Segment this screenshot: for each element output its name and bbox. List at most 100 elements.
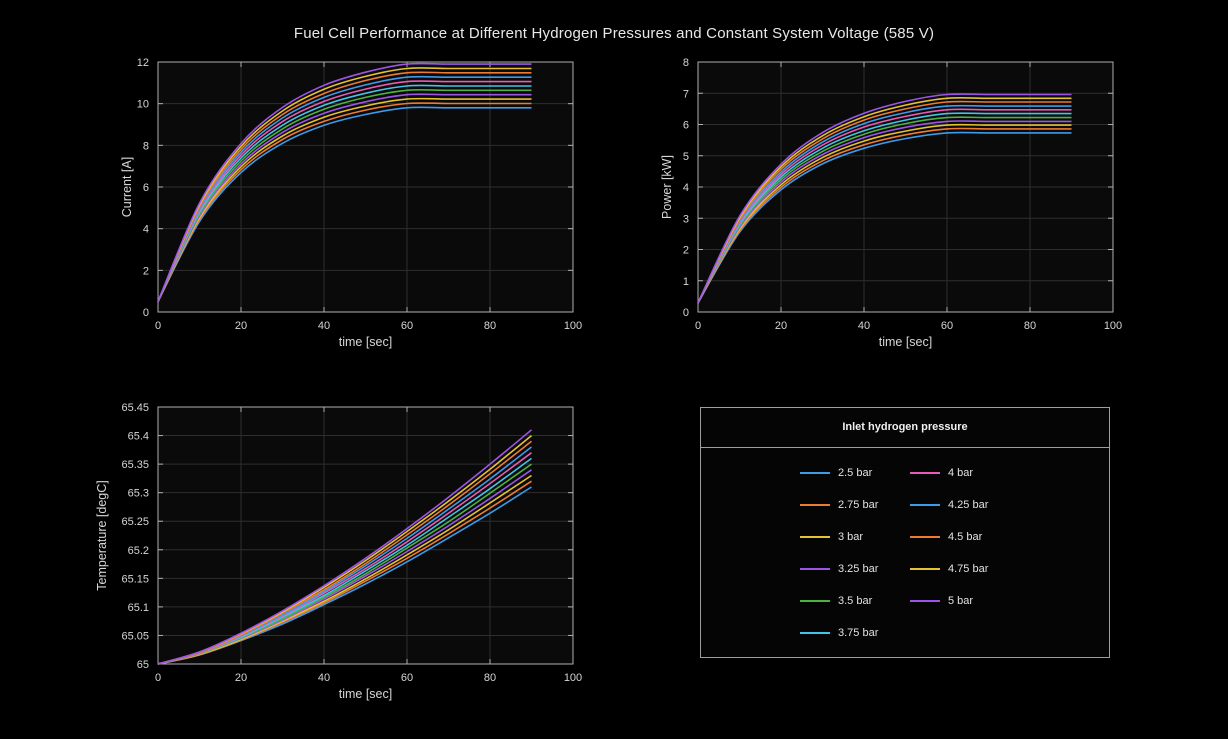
legend-item-label: 3.75 bar [838, 627, 879, 639]
plot-area [158, 407, 573, 664]
series-line-4-25-bar [697, 104, 1072, 304]
legend-line-swatch [910, 536, 940, 538]
x-tick-label: 40 [318, 320, 330, 332]
legend-item: 2.75 bar [800, 489, 900, 521]
legend-line-swatch [800, 472, 830, 474]
y-tick-label: 6 [143, 182, 149, 194]
series-line-3-75-bar [157, 84, 532, 302]
series-line-5-bar [157, 62, 532, 302]
x-tick-label: 80 [484, 320, 496, 332]
y-tick-label: 2 [683, 245, 689, 257]
y-axis-label: Temperature [degC] [95, 480, 109, 590]
x-axis-label: time [sec] [879, 335, 933, 349]
legend-line-swatch [910, 504, 940, 506]
y-tick-label: 65.15 [121, 573, 149, 585]
series-line-3-5-bar [697, 116, 1072, 304]
legend-item: 3 bar [800, 521, 900, 553]
series-line-4-75-bar [157, 67, 532, 302]
legend-item-label: 2.5 bar [838, 467, 873, 479]
x-tick-label: 20 [235, 320, 247, 332]
y-tick-label: 65.45 [121, 402, 149, 414]
legend-item-label: 4.25 bar [948, 499, 989, 511]
legend-item: 4 bar [910, 457, 1010, 489]
tick-marks [157, 406, 574, 665]
series-line-4-bar [157, 80, 532, 302]
series-line-3-bar [157, 97, 532, 302]
y-tick-label: 65.2 [128, 545, 149, 557]
x-tick-label: 80 [1024, 320, 1036, 332]
x-tick-label: 100 [564, 320, 582, 332]
legend-item-label: 4.5 bar [948, 531, 983, 543]
series-line-2-75-bar [697, 127, 1072, 304]
legend-item: 4.75 bar [910, 553, 1010, 585]
x-tick-label: 40 [318, 672, 330, 684]
x-tick-label: 100 [564, 672, 582, 684]
series-line-5-bar [697, 93, 1072, 304]
legend-line-swatch [910, 472, 940, 474]
x-tick-label: 0 [155, 672, 161, 684]
y-tick-label: 8 [143, 140, 149, 152]
y-tick-label: 0 [683, 307, 689, 319]
series-line-3-75-bar [697, 112, 1072, 304]
y-tick-label: 3 [683, 213, 689, 225]
legend-item-label: 3 bar [838, 531, 864, 543]
series-line-2-5-bar [697, 131, 1072, 304]
y-tick-label: 65.25 [121, 516, 149, 528]
legend-item-label: 3.5 bar [838, 595, 873, 607]
x-tick-label: 60 [941, 320, 953, 332]
series-line-3-25-bar [157, 93, 532, 302]
legend-item: 2.5 bar [800, 457, 900, 489]
legend-title: Inlet hydrogen pressure [701, 408, 1109, 448]
x-axis-label: time [sec] [339, 335, 393, 349]
legend-item-label: 4.75 bar [948, 563, 989, 575]
figure-title: Fuel Cell Performance at Different Hydro… [293, 25, 935, 42]
current-chart: 0 20 40 60 80 100 0 2 4 6 8 10 12 time [sec] Current [… [120, 57, 582, 349]
y-tick-label: 10 [137, 99, 149, 111]
x-tick-label: 20 [775, 320, 787, 332]
x-tick-label: 0 [155, 320, 161, 332]
tick-marks [697, 61, 1114, 313]
y-tick-label: 8 [683, 57, 689, 69]
y-tick-label: 65.05 [121, 630, 149, 642]
power-chart: 0 20 40 60 80 100 0 1 2 3 4 5 6 7 8 time [sec] Power [kW… [660, 57, 1122, 349]
y-tick-label: 2 [143, 265, 149, 277]
series-line-4-5-bar [157, 71, 532, 302]
temperature-chart: 0 20 40 60 80 100 65 65.05 65.1 65.15 65.2 65.25 65.… [95, 402, 582, 701]
legend-item: 3.75 bar [800, 617, 900, 649]
series-line-2-75-bar [157, 102, 532, 302]
legend-item: 3.5 bar [800, 585, 900, 617]
legend-item: 4.25 bar [910, 489, 1010, 521]
legend-item-label: 2.75 bar [838, 499, 879, 511]
x-tick-label: 60 [401, 672, 413, 684]
legend-line-swatch [910, 600, 940, 602]
y-tick-label: 4 [683, 182, 689, 194]
tick-marks [157, 61, 574, 313]
y-tick-label: 4 [143, 224, 149, 236]
legend-line-swatch [800, 632, 830, 634]
legend-item: 4.5 bar [910, 521, 1010, 553]
series-line-5-bar [157, 429, 533, 665]
series-line-3-5-bar [157, 89, 532, 302]
y-tick-label: 65 [137, 659, 149, 671]
y-tick-label: 65.35 [121, 459, 149, 471]
y-tick-label: 65.3 [128, 488, 149, 500]
series-line-4-25-bar [157, 75, 532, 302]
legend-line-swatch [800, 536, 830, 538]
legend-line-swatch [800, 504, 830, 506]
series-line-4-5-bar [157, 440, 532, 665]
y-tick-label: 65.4 [128, 431, 149, 443]
legend-item: 5 bar [910, 585, 1010, 617]
series-line-4-75-bar [697, 96, 1072, 304]
x-tick-label: 60 [401, 320, 413, 332]
y-tick-label: 7 [683, 88, 689, 100]
x-tick-label: 100 [1104, 320, 1122, 332]
legend-line-swatch [910, 568, 940, 570]
legend-item: 3.25 bar [800, 553, 900, 585]
series-line-3-bar [157, 474, 532, 665]
y-tick-label: 12 [137, 57, 149, 69]
x-tick-label: 20 [235, 672, 247, 684]
legend-line-swatch [800, 600, 830, 602]
x-tick-label: 0 [695, 320, 701, 332]
series-line-3-bar [697, 123, 1072, 304]
